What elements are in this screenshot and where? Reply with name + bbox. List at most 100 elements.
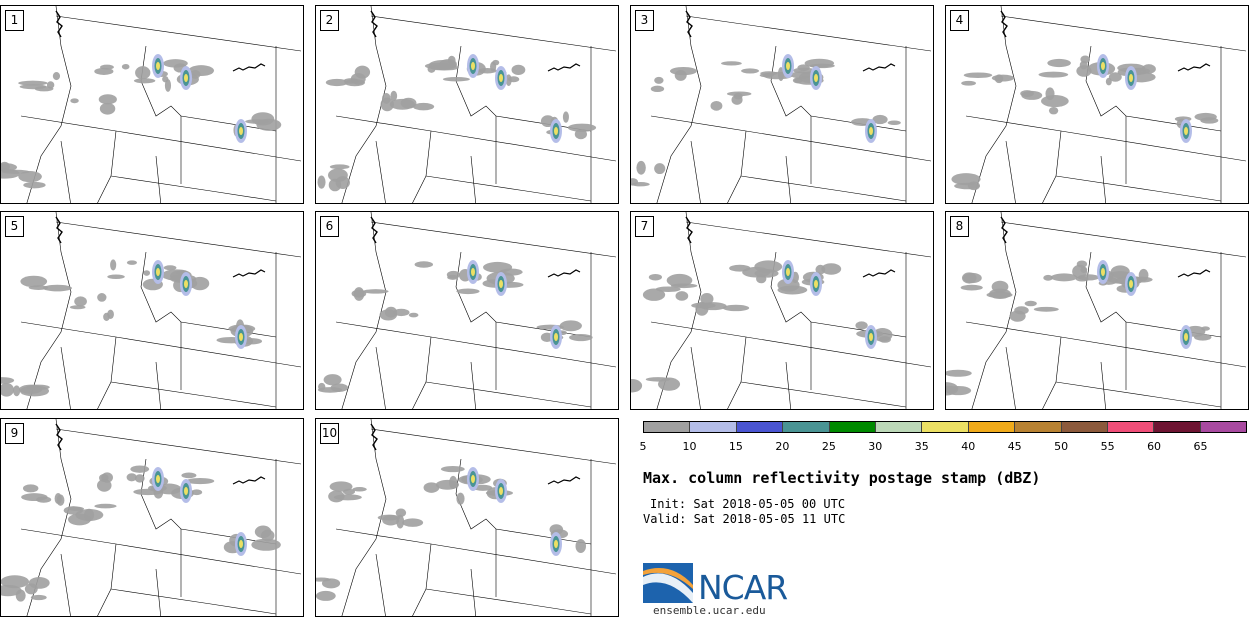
reflectivity-area [316,590,336,601]
state-border [1055,175,1222,202]
reflectivity-core [1101,62,1105,70]
ncar-logo-text: NCAR [698,568,788,607]
river [1177,269,1211,278]
member-panel-4: 4 [945,5,1249,204]
reflectivity-core [239,540,243,548]
reflectivity-area [36,496,52,503]
member-panel-6: 6 [315,211,619,410]
reflectivity-area [181,472,197,479]
state-border [375,346,386,409]
panel-number: 7 [635,216,654,237]
reflectivity-core [184,74,188,82]
reflectivity-area [68,506,85,511]
state-border [740,175,907,202]
reflectivity-area [790,71,812,79]
reflectivity-area [492,59,500,66]
reflectivity-area [20,275,48,288]
state-border [470,155,477,203]
reflectivity-area [878,336,891,343]
reflectivity-area [185,477,215,485]
reflectivity-area [98,94,117,105]
reflectivity-area [961,272,977,284]
map-canvas [317,6,617,203]
state-border [727,130,747,203]
state-border [370,221,617,258]
reflectivity-area [392,308,410,317]
reflectivity-area [69,305,86,310]
reflectivity-area [100,64,114,70]
reflectivity-area [22,484,39,493]
state-border [1055,381,1222,408]
reflectivity-area [317,387,343,393]
coastline [55,423,63,451]
reflectivity-area [1038,71,1069,78]
colorbar-segment [1107,422,1155,432]
reflectivity-core [786,268,790,276]
reflectivity-area [654,76,664,84]
reflectivity-area [447,274,459,280]
reflectivity-core [869,127,873,135]
reflectivity-area [329,164,350,170]
map-canvas [631,6,932,203]
state-border [97,130,117,203]
reflectivity-area [412,102,435,111]
map-canvas [1,6,302,203]
state-border [55,15,302,52]
reflectivity-area [648,273,662,281]
reflectivity-core [156,475,160,483]
reflectivity-area [94,67,114,75]
state-border [155,361,162,409]
colorbar-tick-label: 10 [682,440,697,453]
reflectivity-area [1,161,10,172]
reflectivity-area [855,321,868,330]
reflectivity-area [395,508,407,517]
reflectivity-area [1,382,14,397]
colorbar-segment [968,422,1016,432]
reflectivity-area [134,474,145,483]
reflectivity-area [726,91,752,97]
reflectivity-area [133,78,156,84]
coastline [1000,216,1008,244]
state-border [155,155,162,203]
member-panel-10: 10 [315,418,619,617]
state-border [370,428,617,465]
ncar-url: ensemble.ucar.edu [653,604,766,617]
reflectivity-area [721,61,742,66]
colorbar-segment [829,422,876,432]
state-border [412,543,432,616]
reflectivity-area [1033,306,1059,312]
state-border [470,568,477,616]
state-border [55,221,302,258]
reflectivity-core [814,280,818,288]
reflectivity-core [184,280,188,288]
reflectivity-area [107,309,114,320]
reflectivity-area [1,377,15,384]
coastline [1000,10,1008,38]
reflectivity-core [554,333,558,341]
state-border [1085,251,1222,338]
reflectivity-area [645,377,671,382]
state-border [690,346,701,409]
reflectivity-area [562,111,569,123]
colorbar-segment [1200,422,1247,432]
reflectivity-area [1075,276,1089,282]
state-border [1000,15,1247,52]
coastline [685,216,693,244]
reflectivity-area [23,181,46,189]
colorbar-tick-label: 55 [1100,440,1115,453]
state-border [110,588,277,615]
reflectivity-area [46,81,55,89]
reflectivity-area [483,261,513,273]
reflectivity-core [471,62,475,70]
reflectivity-area [777,278,800,292]
reflectivity-area [18,384,43,394]
reflectivity-area [963,72,993,79]
reflectivity-area [164,79,172,92]
reflectivity-area [54,493,62,505]
panel-number: 9 [5,423,24,444]
colorbar-tick-label: 45 [1007,440,1022,453]
reflectivity-area [1048,106,1059,115]
colorbar-segment [875,422,923,432]
reflectivity-area [815,264,826,275]
reflectivity-area [821,263,842,275]
